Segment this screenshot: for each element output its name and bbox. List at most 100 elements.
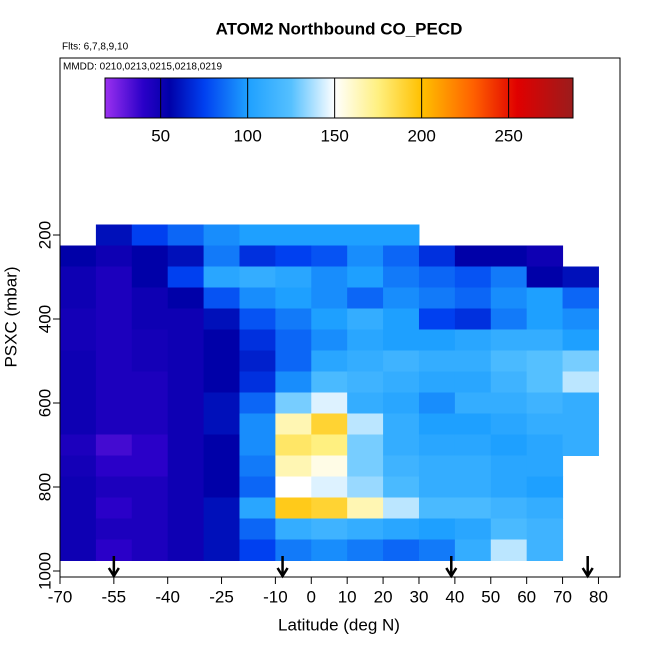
heat-cell xyxy=(383,266,420,288)
heat-cell xyxy=(418,350,456,372)
heat-cell xyxy=(167,518,205,540)
heat-cell xyxy=(95,245,133,267)
heat-cell xyxy=(311,329,348,351)
heat-cell xyxy=(490,371,528,393)
heat-cell xyxy=(347,308,384,330)
heat-cell xyxy=(95,308,133,330)
heat-cell xyxy=(60,392,97,414)
heat-cell xyxy=(60,329,97,351)
heat-cell xyxy=(347,266,384,288)
heat-cell xyxy=(167,455,205,477)
x-tick-label: -40 xyxy=(155,587,180,606)
heat-cell xyxy=(239,371,276,393)
heat-cell xyxy=(311,434,348,456)
heat-cell xyxy=(562,350,599,372)
heat-cell xyxy=(526,413,564,435)
heat-cell xyxy=(526,350,564,372)
heat-cell xyxy=(203,413,240,435)
heat-cell xyxy=(526,434,564,456)
heat-cell xyxy=(562,329,599,351)
heat-cell xyxy=(383,476,420,498)
heat-cell xyxy=(239,266,276,288)
heat-cell xyxy=(95,518,133,540)
heat-cell xyxy=(490,434,528,456)
heat-cell xyxy=(239,224,276,246)
heat-cell xyxy=(383,287,420,309)
colorbar-tick-label: 100 xyxy=(233,126,261,145)
heat-cell xyxy=(562,434,599,456)
heat-cell xyxy=(418,455,456,477)
heat-cell xyxy=(490,455,528,477)
heat-cell xyxy=(383,392,420,414)
heat-cell xyxy=(203,497,240,519)
heat-cell xyxy=(239,476,276,498)
heat-cell xyxy=(311,350,348,372)
heat-cell xyxy=(131,350,169,372)
heat-cell xyxy=(454,413,492,435)
heat-cell xyxy=(275,287,312,309)
y-tick-label: 800 xyxy=(35,473,54,501)
heat-cell xyxy=(383,455,420,477)
heat-cell xyxy=(526,308,564,330)
heat-cell xyxy=(167,434,205,456)
heat-cell xyxy=(562,413,599,435)
heat-cell xyxy=(490,329,528,351)
heat-cell xyxy=(490,497,528,519)
heat-cell xyxy=(562,371,599,393)
heat-cell xyxy=(275,455,312,477)
heat-cell xyxy=(95,371,133,393)
heat-cell xyxy=(454,476,492,498)
subtitle: Flts: 6,7,8,9,10 xyxy=(62,42,129,53)
heat-cell xyxy=(490,266,528,288)
heat-cell xyxy=(95,455,133,477)
heat-cell xyxy=(347,497,384,519)
heat-cell xyxy=(60,497,97,519)
heat-cell xyxy=(418,476,456,498)
heat-cell xyxy=(490,476,528,498)
heat-cell xyxy=(167,308,205,330)
heat-cell xyxy=(275,308,312,330)
heat-cell xyxy=(490,518,528,540)
heat-cell xyxy=(311,245,348,267)
heat-cell xyxy=(275,413,312,435)
heat-cell xyxy=(347,329,384,351)
heat-cell xyxy=(526,497,564,519)
heat-cell xyxy=(526,287,564,309)
heat-cell xyxy=(60,308,97,330)
heat-cell xyxy=(347,455,384,477)
heat-cell xyxy=(167,329,205,351)
heat-cell xyxy=(383,371,420,393)
heat-cell xyxy=(311,371,348,393)
heat-cell xyxy=(131,497,169,519)
heat-cell xyxy=(418,371,456,393)
y-tick-label: 200 xyxy=(35,221,54,249)
heat-cell xyxy=(203,455,240,477)
colorbar xyxy=(104,77,574,119)
heat-cell xyxy=(239,287,276,309)
heat-cell xyxy=(562,392,599,414)
heat-cell xyxy=(275,350,312,372)
heat-cell xyxy=(383,539,420,561)
heat-cell xyxy=(562,266,599,288)
heat-cell xyxy=(60,245,97,267)
heat-cell xyxy=(526,455,564,477)
heat-cell xyxy=(60,476,97,498)
heat-cell xyxy=(203,266,240,288)
heat-cell xyxy=(167,392,205,414)
heat-cell xyxy=(95,329,133,351)
heat-cell xyxy=(454,266,492,288)
heat-cell xyxy=(167,497,205,519)
heat-cell xyxy=(239,434,276,456)
heat-cell xyxy=(239,518,276,540)
heat-cell xyxy=(454,371,492,393)
heat-cell xyxy=(490,539,528,561)
x-tick-label: 40 xyxy=(445,587,464,606)
heat-cell xyxy=(60,455,97,477)
y-tick-label: 600 xyxy=(35,389,54,417)
heat-cell xyxy=(60,539,97,561)
heat-cell xyxy=(490,308,528,330)
heat-cell xyxy=(167,476,205,498)
heat-cell xyxy=(167,413,205,435)
heat-cell xyxy=(311,518,348,540)
